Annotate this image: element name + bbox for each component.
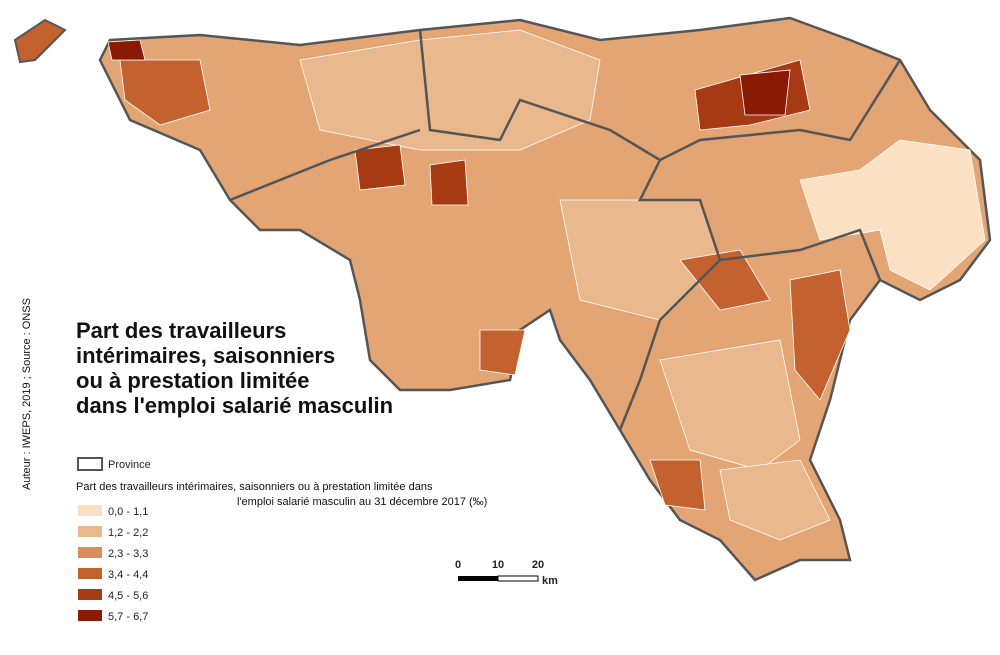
province-boundary [229, 29, 902, 431]
municipality [649, 459, 706, 511]
municipality [789, 269, 851, 401]
legend-label: 0,0 - 1,1 [108, 506, 148, 518]
legend-title: l'emploi salarié masculin au 31 décembre… [237, 496, 487, 508]
province-swatch [77, 457, 103, 471]
scale-label: 0 [455, 559, 461, 571]
municipality [119, 59, 211, 126]
map-title: ou à prestation limitée [76, 368, 310, 393]
legend-label: 1,2 - 2,2 [108, 527, 148, 539]
legend-swatch [78, 568, 102, 579]
map-title: intérimaires, saisonniers [76, 343, 335, 368]
legend-swatch [78, 505, 102, 516]
legend-title: Part des travailleurs intérimaires, sais… [76, 481, 433, 493]
scale-segment [458, 576, 498, 581]
scale-label: 10 [492, 559, 504, 571]
municipality [107, 39, 146, 61]
legend-label: 4,5 - 5,6 [108, 590, 148, 602]
map-title: dans l'emploi salarié masculin [76, 393, 393, 418]
municipality [719, 459, 831, 541]
legend-label: 2,3 - 3,3 [108, 548, 148, 560]
scale-labels: 0 10 20 km [455, 559, 558, 587]
legend-label: 5,7 - 6,7 [108, 611, 148, 623]
municipality [799, 139, 986, 291]
scale-bar [458, 575, 539, 582]
legend-label: 3,4 - 4,4 [108, 569, 148, 581]
scale-segment [497, 575, 539, 582]
municipality [679, 249, 771, 311]
municipality [429, 159, 469, 206]
scale-unit: km [542, 575, 558, 587]
legend: 0,0 - 1,1 1,2 - 2,2 2,3 - 3,3 3,4 - 4,4 4,5 … [78, 505, 148, 623]
legend-swatch [78, 547, 102, 558]
municipality [659, 339, 801, 471]
municipality [739, 69, 791, 116]
municipality [479, 329, 526, 376]
legend-swatch [78, 589, 102, 600]
map [13, 16, 992, 582]
source: Auteur : IWEPS, 2019 ; Source : ONSS [21, 298, 33, 490]
legend-label: Province [108, 459, 151, 471]
legend-swatch [78, 526, 102, 537]
municipality [354, 144, 406, 191]
map-title: Part des travailleurs [76, 318, 286, 343]
scale-label: 20 [532, 559, 544, 571]
municipality [299, 29, 601, 151]
legend-swatch [78, 610, 102, 621]
municipality [13, 18, 67, 64]
